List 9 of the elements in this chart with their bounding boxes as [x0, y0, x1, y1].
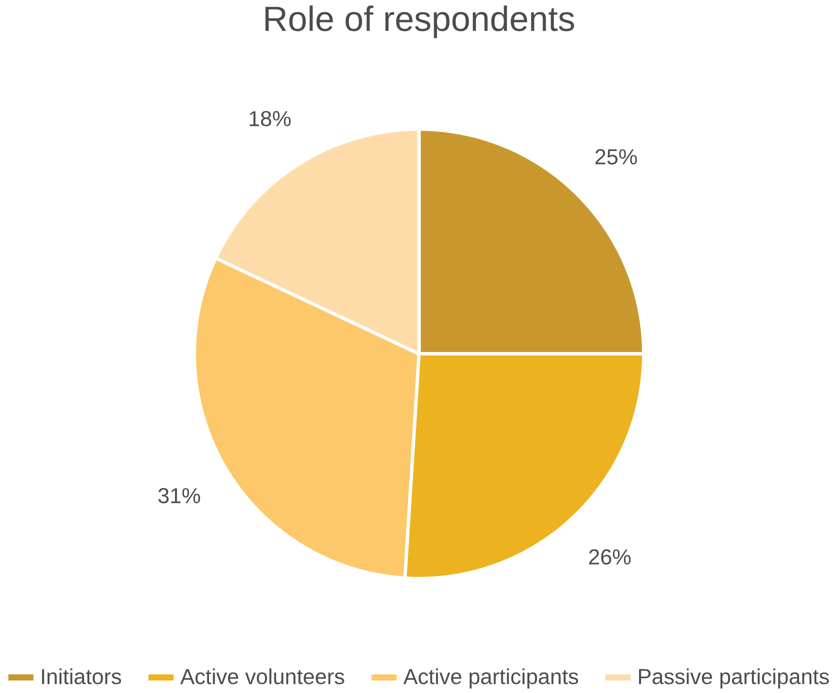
data-label: 31% [158, 488, 200, 504]
legend-label: Active participants [403, 668, 578, 688]
data-label: 25% [595, 149, 637, 164]
data-label: 26% [589, 549, 631, 564]
legend-label: Initiators [42, 668, 122, 684]
data-label: 18% [250, 110, 291, 126]
chart-title: Role of respondents [265, 5, 574, 38]
legend-label: Passive participants [639, 668, 829, 688]
legend-label: Active volunteers [180, 668, 344, 684]
